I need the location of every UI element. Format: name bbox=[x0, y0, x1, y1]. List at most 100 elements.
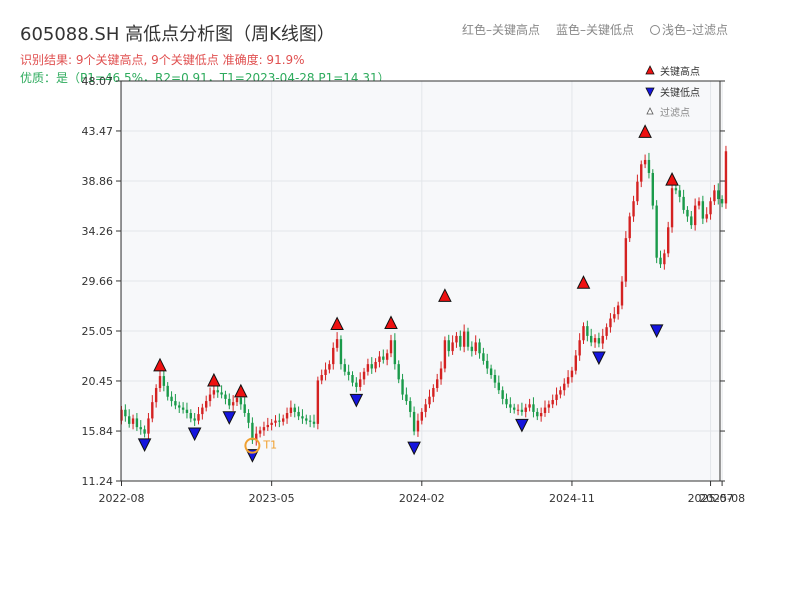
candle-body bbox=[181, 407, 185, 410]
candle-body bbox=[370, 364, 373, 369]
key-low-marker bbox=[137, 438, 152, 453]
key-high-marker bbox=[438, 288, 452, 302]
key-high-marker bbox=[638, 124, 652, 138]
y-tick-label: 43.47 bbox=[82, 125, 114, 138]
candle-body bbox=[501, 390, 504, 399]
candle-body bbox=[620, 281, 624, 306]
candle-body bbox=[659, 257, 662, 265]
key-high-marker bbox=[330, 316, 344, 331]
candle-body bbox=[162, 376, 166, 386]
candle-body bbox=[489, 368, 493, 375]
candle-body bbox=[274, 420, 277, 423]
x-tick-label: 2022-08 bbox=[99, 492, 145, 505]
candle-body bbox=[124, 409, 127, 417]
candle-body bbox=[374, 361, 377, 369]
candle-body bbox=[601, 335, 604, 344]
candle-body bbox=[536, 411, 539, 417]
candle-body bbox=[516, 409, 520, 411]
key-high-marker bbox=[576, 275, 591, 289]
candle-body bbox=[570, 370, 574, 378]
candle-body bbox=[478, 342, 481, 354]
candle-body bbox=[586, 326, 589, 336]
candle-body bbox=[717, 190, 720, 200]
legend-filtered-icon bbox=[646, 107, 654, 115]
candle-body bbox=[278, 420, 281, 422]
candle-body bbox=[193, 418, 196, 421]
candle-body bbox=[343, 364, 346, 372]
candle-body bbox=[632, 201, 635, 217]
candle-body bbox=[293, 407, 296, 412]
key-low-marker bbox=[649, 324, 664, 338]
key-low-marker bbox=[222, 411, 237, 425]
candle-body bbox=[520, 409, 524, 412]
candle-body bbox=[528, 404, 531, 408]
candle-body bbox=[178, 405, 181, 408]
candle-body bbox=[231, 402, 235, 406]
candle-body bbox=[143, 429, 146, 434]
y-tick-label: 38.86 bbox=[82, 175, 114, 188]
candle-body bbox=[543, 407, 547, 414]
candles bbox=[120, 145, 728, 446]
candle-body bbox=[439, 368, 443, 380]
candle-body bbox=[289, 407, 293, 414]
candle-body bbox=[436, 379, 439, 389]
candle-body bbox=[424, 404, 427, 412]
candle-body bbox=[509, 404, 512, 408]
candle-body bbox=[128, 416, 131, 424]
candle-body bbox=[416, 420, 420, 432]
candle-body bbox=[235, 397, 239, 403]
candle-body bbox=[239, 397, 243, 405]
candle-body bbox=[170, 396, 173, 402]
candle-body bbox=[247, 413, 250, 423]
legend-label: 过滤点 bbox=[660, 106, 690, 119]
candle-body bbox=[189, 413, 192, 419]
candle-body bbox=[320, 374, 323, 381]
candle-body bbox=[628, 216, 631, 239]
candle-body bbox=[686, 209, 689, 217]
header-legend-blue: 蓝色–关键低点 bbox=[556, 23, 635, 37]
candle-body bbox=[578, 340, 581, 356]
y-tick-label: 29.66 bbox=[82, 275, 114, 288]
candle-body bbox=[328, 364, 331, 370]
candle-body bbox=[470, 346, 474, 352]
candle-body bbox=[405, 394, 408, 402]
candle-body bbox=[563, 383, 566, 391]
candle-body bbox=[482, 353, 485, 361]
candle-body bbox=[166, 385, 169, 397]
candle-body bbox=[505, 398, 508, 405]
candle-body bbox=[385, 353, 389, 360]
candle-body bbox=[154, 388, 158, 403]
candle-body bbox=[551, 399, 554, 405]
candle-body bbox=[308, 420, 312, 422]
key-low-marker bbox=[407, 441, 421, 456]
candle-body bbox=[335, 339, 339, 348]
key-high-marker bbox=[153, 357, 167, 372]
candle-body bbox=[174, 401, 177, 406]
candle-body bbox=[412, 411, 416, 432]
candle-body bbox=[420, 411, 423, 421]
candle-body bbox=[590, 335, 593, 343]
candle-body bbox=[409, 401, 412, 412]
page-title: 605088.SH 高低点分析图（周K线图） bbox=[20, 24, 335, 45]
legend-low-icon bbox=[645, 87, 655, 97]
x-tick-label: 2023-05 bbox=[249, 492, 295, 505]
candle-body bbox=[624, 238, 628, 282]
header-legend-red: 红色–关键高点 bbox=[462, 23, 541, 37]
candle-body bbox=[513, 407, 516, 410]
candle-body bbox=[655, 205, 658, 258]
candle-body bbox=[539, 413, 543, 417]
candle-body bbox=[135, 418, 139, 428]
x-tick-label: 2025-08 bbox=[699, 492, 745, 505]
candle-body bbox=[216, 390, 219, 393]
candle-body bbox=[139, 427, 142, 430]
candle-body bbox=[243, 404, 246, 414]
candle-body bbox=[205, 401, 208, 408]
candle-body bbox=[547, 404, 551, 408]
candle-body bbox=[566, 377, 570, 384]
candle-body bbox=[432, 388, 435, 397]
candle-body bbox=[212, 390, 216, 395]
candle-body bbox=[682, 196, 685, 210]
key-low-marker bbox=[187, 427, 202, 442]
